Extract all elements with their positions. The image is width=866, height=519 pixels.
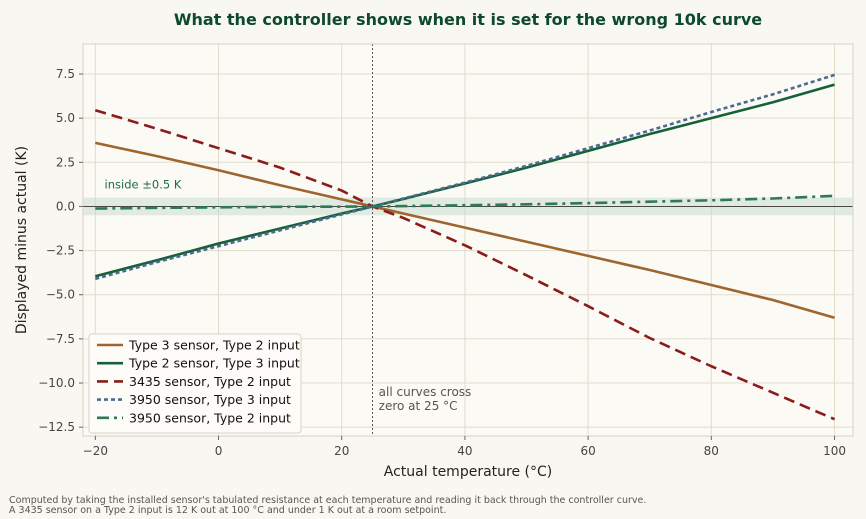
y-tick-label: −7.5 <box>46 332 75 346</box>
y-tick-label: 7.5 <box>56 67 75 81</box>
series-layer <box>94 73 836 421</box>
y-tick-label: 0.0 <box>56 199 75 213</box>
series-line-4 <box>94 73 835 281</box>
y-tick-label: −12.5 <box>38 420 75 434</box>
x-tick-label: −20 <box>83 444 108 458</box>
crossing-annotation: all curves cross <box>379 385 472 399</box>
y-tick-label: −5.0 <box>46 288 75 302</box>
legend: Type 3 sensor, Type 2 input Type 2 sensor… <box>88 333 302 434</box>
y-tick-label: −2.5 <box>46 244 75 258</box>
series-line-5 <box>95 194 835 210</box>
axis-layer: −20 0 20 40 60 80 100 −12.5 −10.0 −7.5 −5.0 −2.5 0.0… <box>14 43 854 480</box>
x-tick-label: 60 <box>580 444 595 458</box>
x-tick-label: 80 <box>704 444 719 458</box>
legend-label-1: Type 3 sensor, Type 2 input <box>128 338 300 353</box>
y-tick-label: −10.0 <box>38 376 75 390</box>
series-line-2 <box>94 83 835 278</box>
x-axis-label: Actual temperature (°C) <box>384 464 552 480</box>
plot-frame <box>82 43 854 437</box>
series-line-1 <box>95 141 835 319</box>
footnote-method: Computed by taking the installed sensor'… <box>9 495 647 506</box>
crossing-annotation: zero at 25 °C <box>379 399 458 413</box>
legend-label-2: Type 2 sensor, Type 3 input <box>128 356 300 371</box>
x-tick-label: 100 <box>823 444 846 458</box>
x-tick-label: 40 <box>457 444 472 458</box>
legend-label-5: 3950 sensor, Type 2 input <box>129 410 291 425</box>
y-tick-label: 2.5 <box>56 155 75 169</box>
footnote-summary: A 3435 sensor on a Type 2 input is 12 K … <box>9 505 447 516</box>
series-line-3 <box>94 108 836 421</box>
x-tick-label: 0 <box>215 444 223 458</box>
tolerance-band-label: inside ±0.5 K <box>105 178 182 192</box>
chart-title: What the controller shows when it is set… <box>173 10 763 29</box>
legend-box <box>88 333 302 434</box>
legend-label-4: 3950 sensor, Type 3 input <box>129 392 291 407</box>
y-tick-label: 5.0 <box>56 111 75 125</box>
y-axis-label: Displayed minus actual (K) <box>14 146 30 334</box>
legend-label-3: 3435 sensor, Type 2 input <box>129 374 291 389</box>
x-tick-label: 20 <box>334 444 349 458</box>
